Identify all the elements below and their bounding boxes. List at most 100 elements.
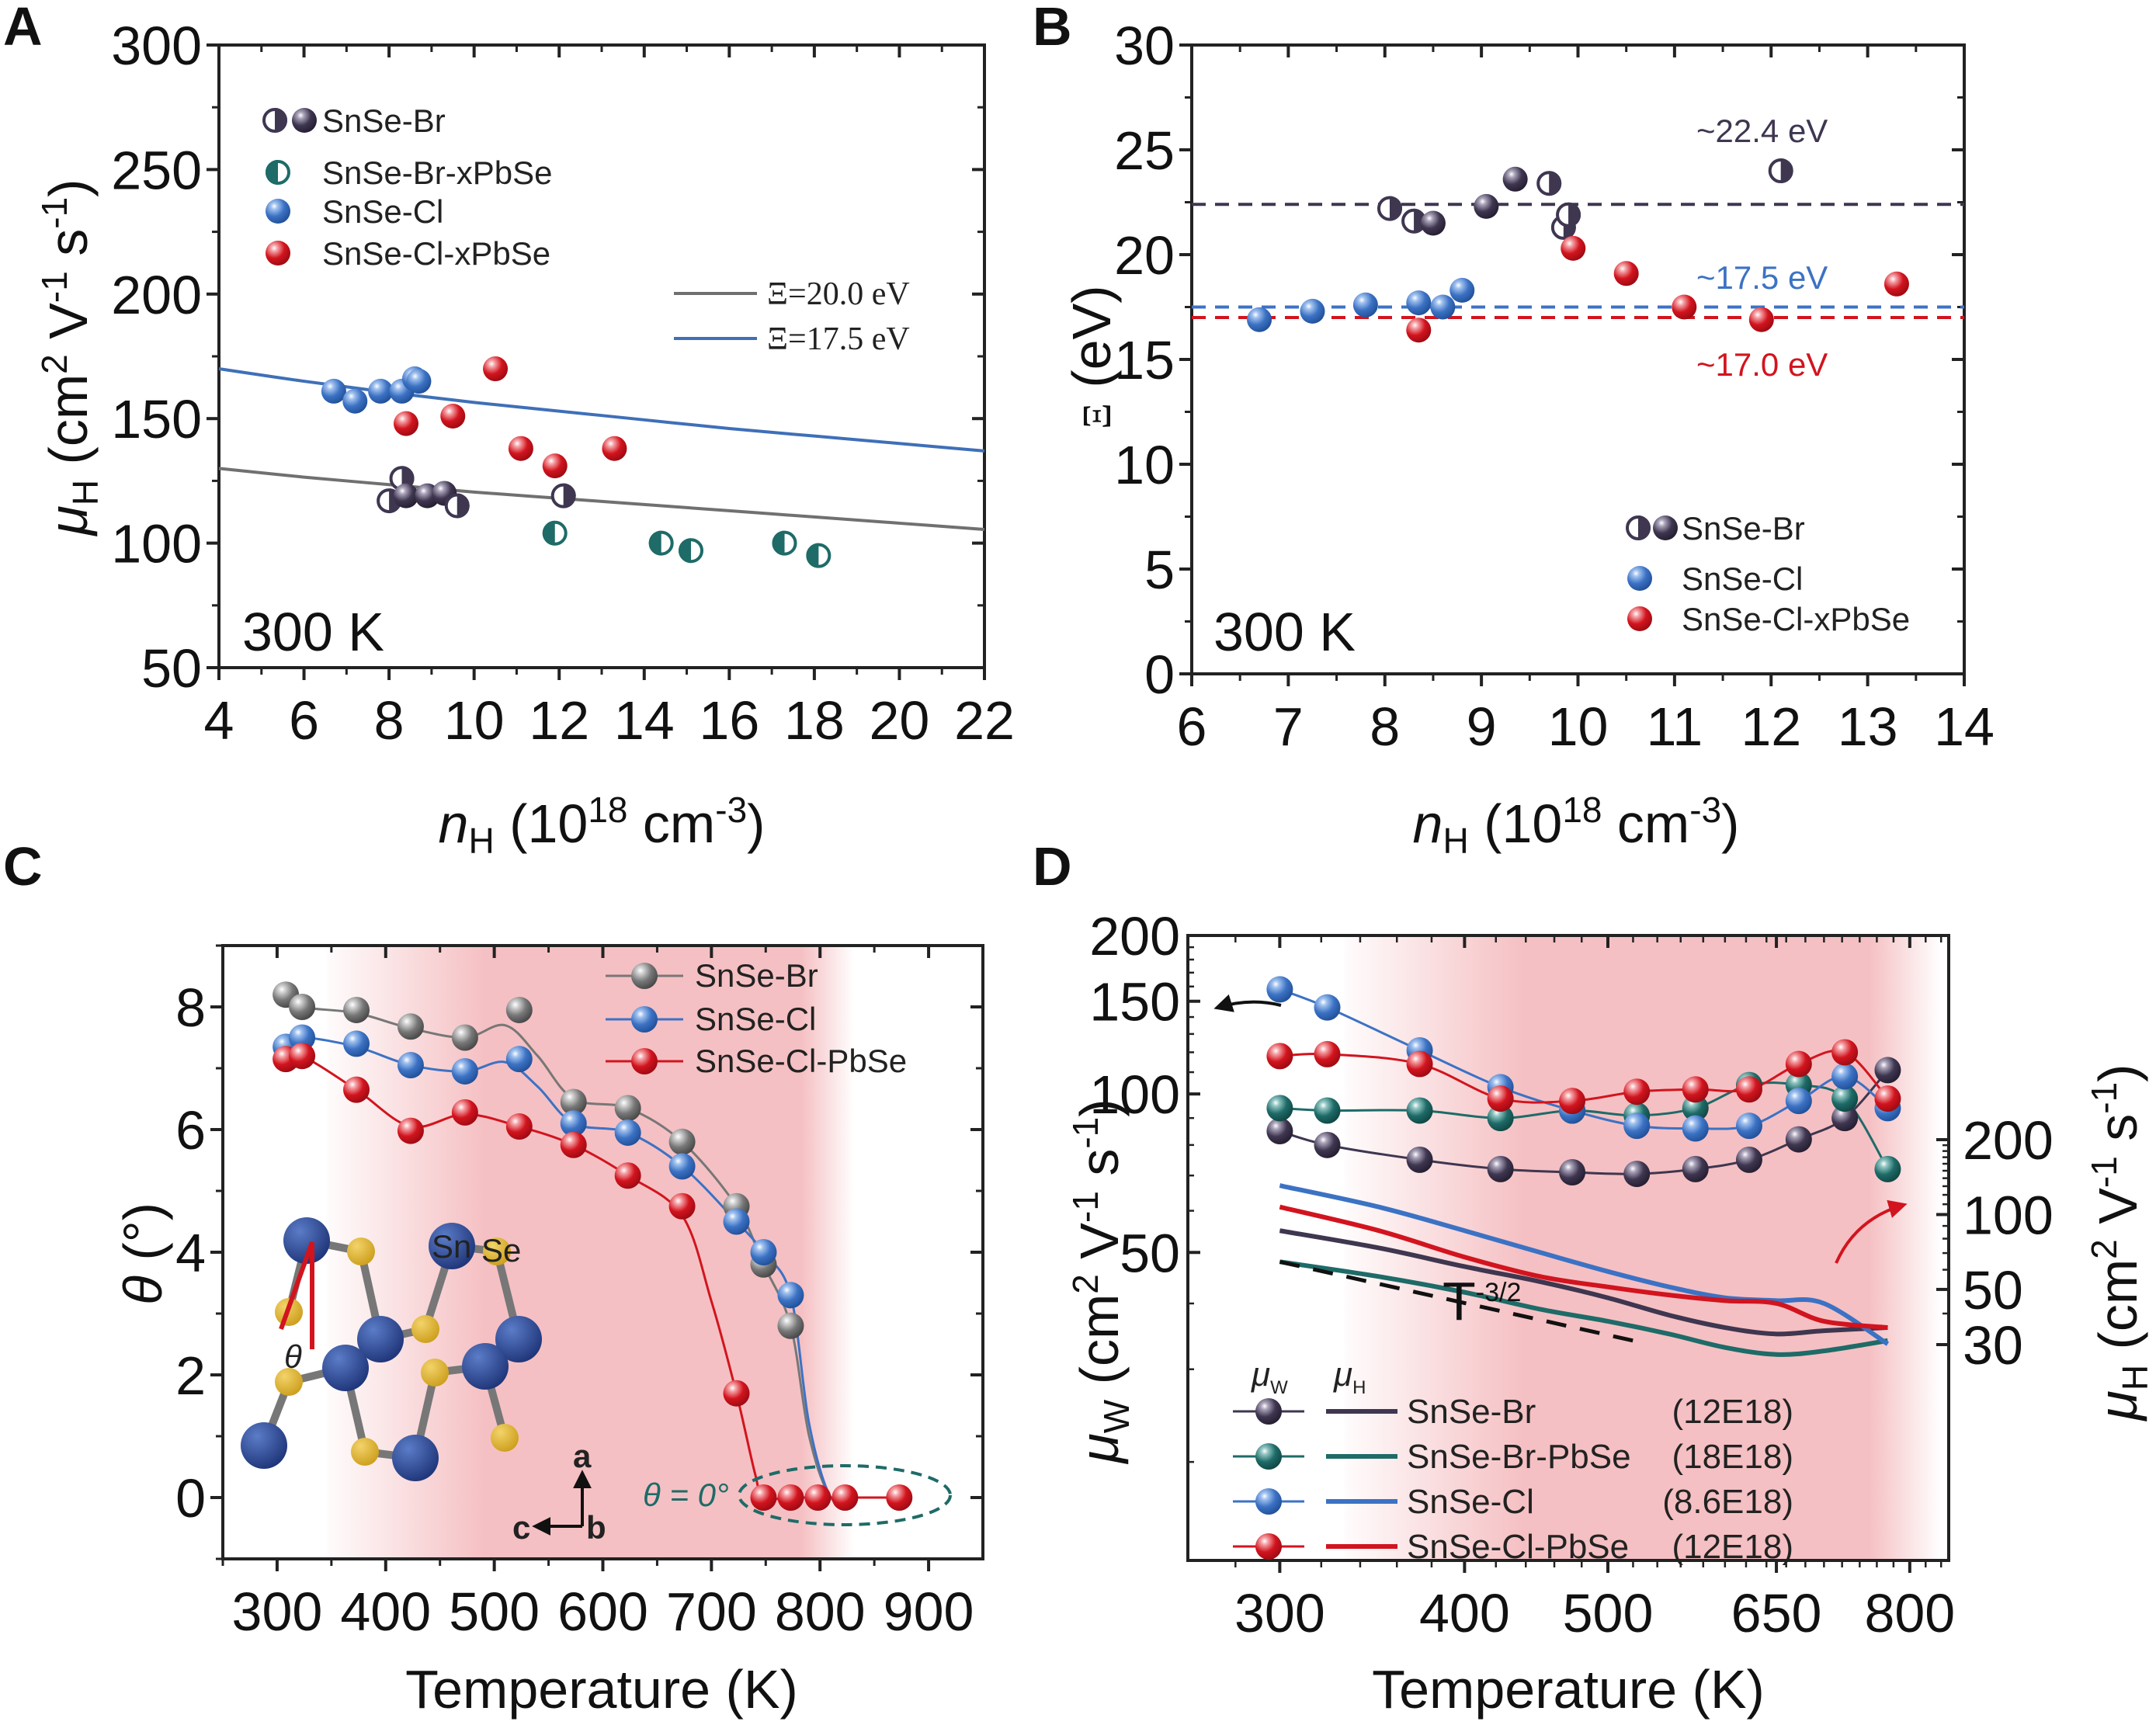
data-point-SnSe-Br [1682, 1155, 1709, 1182]
data-point-SnSe-Cl [1785, 1088, 1812, 1115]
data-point-SnSe-Cl-PbSe [451, 1099, 478, 1126]
data-point-SnSe-Cl-PbSe [1406, 1050, 1433, 1078]
data-point-SnSe-Br-xPbSe [679, 538, 704, 564]
legend-label: SnSe-Cl-xPbSe [1682, 601, 1910, 637]
y-axis-label: Ξ (eV) [1061, 285, 1122, 429]
right-y-tick-label: 50 [1963, 1260, 2023, 1321]
data-point-SnSe-Br-xPbSe [542, 520, 568, 546]
data-point-SnSe-Cl-PbSe [1487, 1085, 1514, 1112]
data-point-SnSe-Cl [723, 1208, 750, 1235]
data-point-SnSe-Cl-PbSe [343, 1076, 370, 1103]
data-point-SnSe-Br [1406, 1146, 1433, 1173]
legend-label: SnSe-Cl [1682, 561, 1803, 597]
x-tick-label: 6 [1177, 696, 1207, 757]
theta-line [279, 1241, 314, 1331]
x-tick-label: 13 [1838, 696, 1898, 757]
right-y-tick-label: 200 [1963, 1110, 2054, 1171]
sn-atom [357, 1316, 404, 1362]
x-tick-label: 300 [232, 1581, 323, 1642]
data-point-SnSe-Br-PbSe [1406, 1097, 1433, 1124]
sn-atom [322, 1345, 369, 1391]
data-point-SnSe-Cl-PbSe [1623, 1078, 1651, 1105]
data-point-SnSe-Cl [1266, 976, 1293, 1003]
data-point-SnSe-Cl-PbSe [614, 1162, 641, 1189]
data-point-SnSe-Cl [1300, 298, 1325, 324]
data-point-SnSe-Cl [1247, 307, 1272, 332]
data-point-SnSe-Cl-xPbSe [508, 436, 533, 461]
legend-label: SnSe-Br-PbSe [1407, 1438, 1631, 1476]
legend-density: (8.6E18) [1662, 1483, 1793, 1521]
legend-label: SnSe-Cl [1407, 1483, 1534, 1521]
x-tick-label: 10 [444, 690, 505, 751]
data-point-SnSe-Br [1623, 1161, 1651, 1188]
data-point-SnSe-Br-PbSe [1874, 1155, 1901, 1182]
data-point-SnSe-Cl-PbSe [777, 1484, 804, 1511]
data-point-SnSe-Br [1487, 1155, 1514, 1182]
data-point-SnSe-Br [451, 1024, 478, 1051]
data-point-SnSe-Br [1556, 202, 1581, 227]
data-point-SnSe-Cl-PbSe [1785, 1050, 1812, 1078]
data-point-SnSe-Cl [1430, 294, 1456, 320]
legend-density: (12E18) [1672, 1528, 1793, 1566]
data-point-SnSe-Cl [505, 1046, 533, 1073]
legend-label: SnSe-Cl-PbSe [1407, 1528, 1629, 1566]
data-point-SnSe-Cl-PbSe [505, 1113, 533, 1140]
panel-label-c: C [3, 836, 43, 897]
data-point-SnSe-Cl [750, 1239, 777, 1265]
x-tick-label: 800 [1864, 1583, 1955, 1643]
y-tick-label: 100 [1089, 1064, 1180, 1125]
sn-atom [462, 1343, 509, 1390]
data-point-SnSe-Cl [1449, 277, 1475, 303]
axis-b-label: b [586, 1509, 606, 1546]
data-point-SnSe-Cl-PbSe [1682, 1076, 1709, 1103]
legend-marker [631, 1048, 658, 1074]
x-tick-label: 800 [775, 1581, 866, 1642]
x-tick-label: 10 [1548, 696, 1609, 757]
legend-density: (18E18) [1672, 1438, 1793, 1476]
sn-label: Sn [432, 1228, 471, 1265]
data-point-SnSe-Cl [1406, 290, 1432, 316]
mu-h-curve-SnSe-Cl-PbSe [1279, 1204, 1888, 1331]
x-tick-label: 12 [1741, 696, 1801, 757]
data-point-SnSe-Br [1502, 166, 1528, 192]
data-point-SnSe-Br [343, 996, 370, 1023]
x-axis-label: Temperature (K) [405, 1659, 798, 1720]
data-point-SnSe-Br [1874, 1057, 1901, 1084]
x-tick-label: 900 [884, 1581, 974, 1642]
x-tick-label: 22 [954, 690, 1015, 751]
data-point-SnSe-Cl-xPbSe [483, 356, 509, 382]
data-point-SnSe-Br [777, 1312, 804, 1339]
legend-label: SnSe-Br [695, 957, 818, 994]
data-point-SnSe-Cl-PbSe [886, 1484, 913, 1511]
y-axis-label: θ (°) [113, 1203, 173, 1305]
data-point-SnSe-Cl-xPbSe [1883, 271, 1909, 297]
data-point-SnSe-Cl-PbSe [723, 1380, 750, 1407]
legend-label: SnSe-Br-xPbSe [322, 154, 552, 191]
data-point-SnSe-Cl-PbSe [832, 1484, 859, 1511]
data-point-SnSe-Cl-PbSe [1735, 1076, 1762, 1103]
y-tick-label: 6 [175, 1100, 206, 1161]
data-point-SnSe-Br [1266, 1118, 1293, 1145]
t-power-reference-line [1279, 1259, 1633, 1343]
data-point-SnSe-Cl-xPbSe [1672, 294, 1697, 320]
data-point-SnSe-Cl [343, 1030, 370, 1057]
crystal-structure-inset: Sn Se θ ab c [241, 1217, 606, 1546]
data-point-SnSe-Br [1831, 1105, 1859, 1132]
data-point-SnSe-Cl [1314, 994, 1341, 1021]
panel-label-b: B [1033, 0, 1072, 57]
data-point-SnSe-Cl-PbSe [397, 1117, 424, 1144]
data-point-SnSe-Br-xPbSe [772, 530, 797, 556]
data-point-SnSe-Br [1420, 210, 1446, 236]
data-point-SnSe-Cl-PbSe [668, 1192, 696, 1220]
legend-marker [262, 108, 287, 133]
data-point-SnSe-Cl [777, 1282, 804, 1309]
x-tick-label: 20 [870, 690, 930, 751]
y-tick-label: 5 [1144, 540, 1175, 600]
se-atom [483, 1237, 511, 1265]
y-tick-label: 10 [1114, 435, 1175, 495]
reference-label: ~22.4 eV [1696, 113, 1828, 149]
data-point-SnSe-Br [397, 1013, 424, 1040]
data-point-SnSe-Cl-xPbSe [602, 436, 627, 461]
data-point-SnSe-Cl [668, 1153, 696, 1180]
